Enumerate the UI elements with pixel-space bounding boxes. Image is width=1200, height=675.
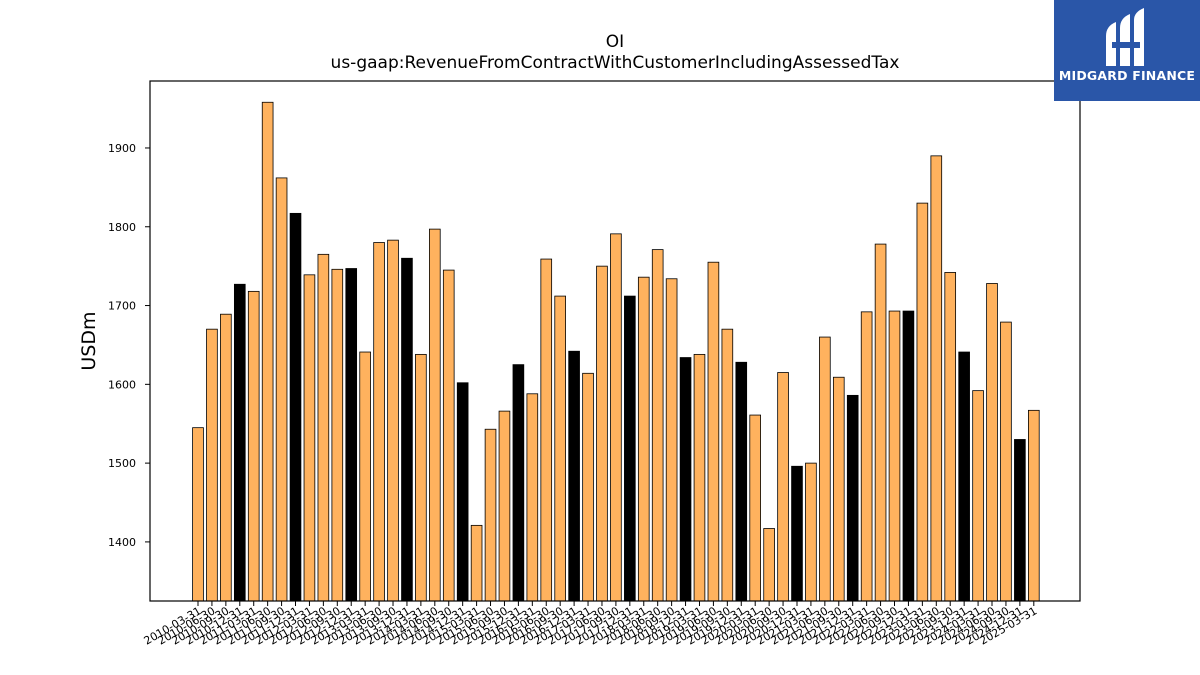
bar-2019-06-30 [707,261,720,602]
bar-2017-09-30 [610,233,622,602]
bar-2017-12-31 [624,295,636,602]
bar-2022-06-30 [874,243,887,602]
bar-2011-03-31 [247,290,260,602]
y-tick-label: 1800 [108,221,136,234]
bar-2018-09-30 [665,278,678,602]
bar-2011-12-31 [289,212,302,602]
bar-2021-09-30 [832,376,845,602]
y-tick-label: 1400 [108,536,136,549]
bar-2012-09-30 [331,268,344,602]
bar-2021-12-31 [846,394,859,602]
y-tick-label: 1700 [108,300,136,313]
bar-2023-03-31 [916,202,929,602]
bar-2010-12-31 [233,283,246,602]
bar-2012-12-31 [345,268,358,602]
bar-2010-03-31 [192,427,204,602]
bar-2016-03-31 [526,393,539,602]
bar-2020-06-30 [763,528,775,602]
chart-subtitle: us-gaap:RevenueFromContractWithCustomerI… [330,53,900,73]
x-axis: 2010-03-312010-06-302010-09-302010-12-31… [142,601,1039,648]
bar-2015-03-31 [470,524,483,602]
y-axis: 1400 1500 1600 1700 1800 1900 [108,142,150,549]
bar-2013-12-31 [401,257,413,602]
bar-2012-06-30 [317,253,330,602]
bars-group [192,101,1040,602]
plot-frame [149,80,1081,602]
bar-2018-06-30 [651,249,664,602]
y-axis-label: USDm [78,311,100,370]
bar-2014-06-30 [429,228,441,602]
bar-2015-12-31 [512,364,525,602]
bar-2016-06-30 [540,258,553,602]
bar-2024-06-30 [986,283,998,602]
chart-title: OI [605,32,625,52]
bar-2015-09-30 [498,410,511,602]
bar-2014-03-31 [415,353,427,602]
bar-2013-09-30 [387,239,399,602]
bar-2012-03-31 [303,274,316,602]
midgard-logo-icon [1106,8,1144,66]
bar-2023-06-30 [930,155,943,602]
bar-2023-09-30 [944,272,957,602]
y-tick-label: 1600 [108,378,136,391]
bar-2016-12-31 [568,350,580,602]
bar-2015-06-30 [484,428,497,602]
bar-2010-06-30 [206,328,218,602]
bar-2022-09-30 [888,310,901,602]
bar-2014-12-31 [456,382,469,602]
bar-2011-09-30 [275,177,288,602]
bar-2017-06-30 [596,265,608,602]
y-tick-label: 1500 [108,457,136,470]
bar-2016-09-30 [554,295,566,602]
bar-2013-06-30 [373,242,385,602]
y-tick-label: 1900 [108,142,136,155]
bar-2017-03-31 [582,372,594,602]
bar-2019-03-31 [693,353,706,602]
bar-2023-12-31 [958,351,970,602]
bar-2014-09-30 [442,269,455,602]
bar-2024-09-30 [1000,321,1012,602]
bar-2022-12-31 [902,310,915,602]
bar-2018-03-31 [637,276,650,602]
bar-2025-03-31 [1028,409,1040,602]
logo-text: MIDGARD FINANCE [1058,68,1196,83]
bar-2021-06-30 [819,336,831,602]
bar-2011-06-30 [261,101,274,602]
bar-2019-09-30 [721,328,734,602]
bar-2020-09-30 [777,372,789,602]
bar-2024-12-31 [1014,439,1026,602]
bar-2013-03-31 [359,351,371,602]
bar-2020-12-31 [791,465,803,602]
midgard-finance-logo: MIDGARD FINANCE [1054,0,1200,101]
bar-2010-09-30 [220,313,232,602]
bar-2024-03-31 [972,390,984,602]
bar-2022-03-31 [860,311,873,602]
bar-2021-03-31 [805,462,817,602]
bar-2020-03-31 [749,414,761,602]
bar-2019-12-31 [735,361,748,602]
bar-2018-12-31 [679,357,692,602]
